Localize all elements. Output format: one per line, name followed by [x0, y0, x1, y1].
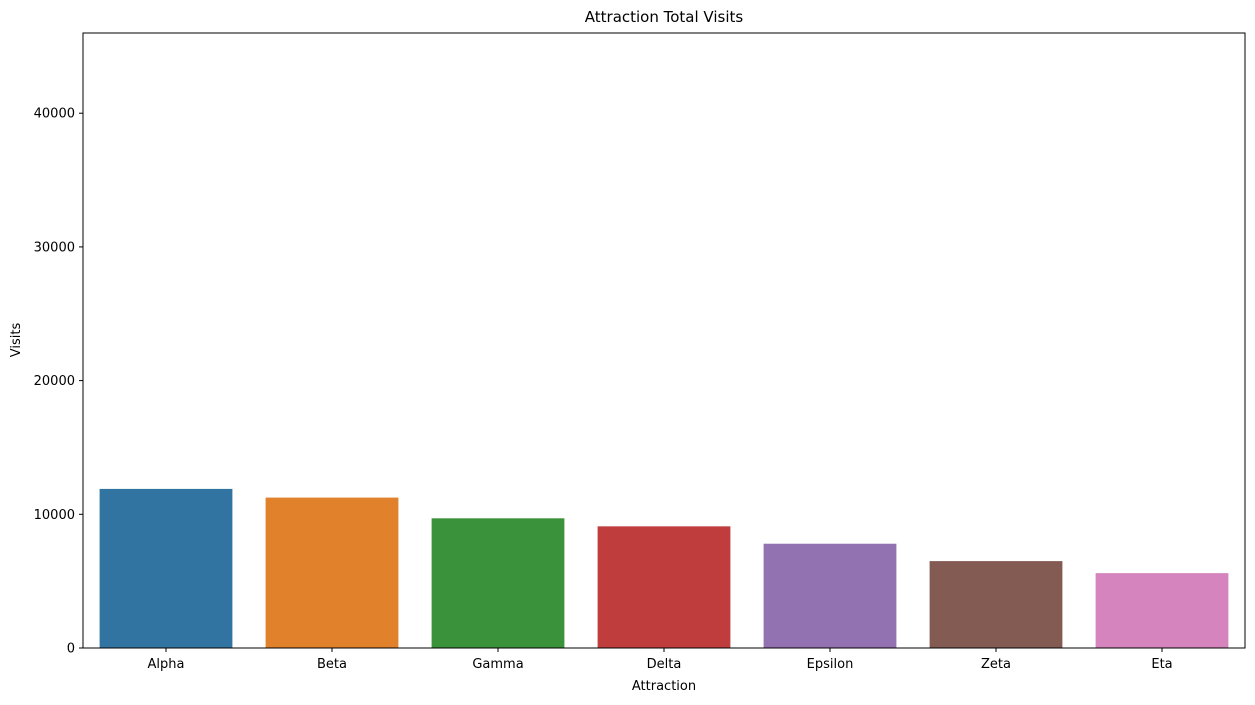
chart-title: Attraction Total Visits [585, 8, 744, 26]
x-tick-label: Epsilon [807, 657, 854, 672]
y-axis-label: Visits [9, 323, 24, 358]
bar-alpha [99, 488, 233, 648]
y-axis-ticks: 0 10000 20000 30000 40000 [34, 107, 83, 657]
bar-beta [265, 497, 399, 648]
bar-zeta [929, 561, 1063, 648]
x-tick-label: Eta [1151, 657, 1172, 672]
y-tick-label: 0 [67, 642, 75, 657]
y-tick-label: 40000 [34, 107, 75, 122]
x-tick-label: Gamma [472, 657, 523, 672]
x-tick-label: Beta [317, 657, 347, 672]
bar-eta [1095, 573, 1229, 648]
x-tick-label: Delta [647, 657, 682, 672]
y-tick-label: 10000 [34, 508, 75, 523]
bar-gamma [431, 518, 565, 648]
plot-frame [82, 32, 1246, 649]
x-axis-ticks: Alpha Beta Gamma Delta Epsilon Zeta Eta [148, 648, 1173, 672]
x-tick-label: Zeta [981, 657, 1011, 672]
x-tick-label: Alpha [148, 657, 185, 672]
bar-epsilon [763, 543, 897, 648]
bar-delta [597, 526, 731, 648]
y-tick-label: 30000 [34, 240, 75, 255]
bars-group [99, 488, 1229, 648]
x-axis-label: Attraction [632, 679, 696, 694]
y-tick-label: 20000 [34, 374, 75, 389]
